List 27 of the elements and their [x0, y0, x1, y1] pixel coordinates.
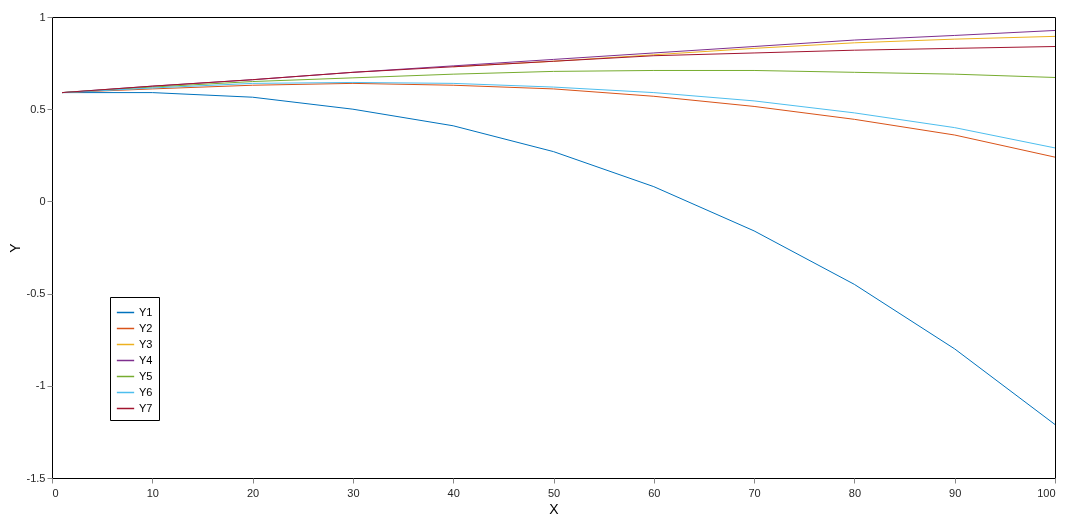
y-tick-label: 0.5 [30, 102, 46, 115]
legend-label: Y3 [139, 337, 153, 350]
x-tick-label: 100 [1037, 486, 1056, 499]
y-axis-title: Y [6, 242, 23, 253]
x-tick-label: 20 [246, 486, 260, 499]
x-axis-title: X [549, 500, 560, 517]
x-tick-label: 60 [648, 486, 661, 499]
y-tick-label: -1 [35, 379, 46, 392]
line-series [61, 46, 1056, 94]
x-tick-label: 70 [748, 486, 761, 499]
legend-label: Y7 [139, 401, 153, 414]
x-tick-label: 30 [347, 486, 360, 499]
x-tick-label: 0 [52, 486, 59, 499]
x-tick-label: 80 [848, 486, 862, 499]
legend-label: Y5 [139, 369, 153, 382]
x-tick-label: 50 [547, 486, 561, 499]
x-tick-label: 90 [949, 486, 962, 499]
y-tick-label: 1 [39, 10, 46, 23]
y-tick-label: 0 [39, 194, 46, 207]
y-tick-label: -1.5 [26, 471, 46, 484]
legend-label: Y6 [139, 385, 153, 398]
legend-label: Y2 [139, 321, 153, 334]
x-tick-label: 10 [146, 486, 159, 499]
y-tick-label: -0.5 [26, 287, 46, 300]
x-tick-label: 40 [447, 486, 460, 499]
legend-label: Y1 [139, 305, 153, 318]
legend-label: Y4 [139, 353, 153, 366]
